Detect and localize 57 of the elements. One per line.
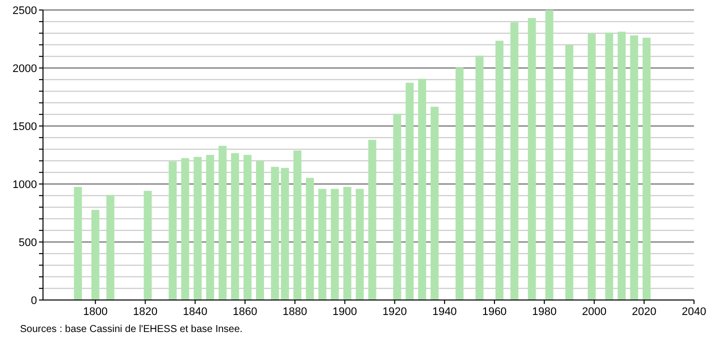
bar [244, 154, 252, 300]
x-tick-label: 1980 [532, 306, 557, 318]
bar [343, 186, 352, 300]
y-tick-label: 500 [18, 236, 37, 249]
bar [218, 146, 227, 300]
bar [106, 194, 114, 300]
bar [418, 78, 426, 300]
x-tick-label: 1880 [282, 306, 308, 318]
bar [231, 153, 240, 300]
bar [194, 156, 202, 300]
bar [630, 35, 638, 300]
bar [181, 158, 190, 300]
bar [256, 161, 264, 300]
bar [618, 32, 626, 300]
bar [588, 34, 596, 300]
bar [330, 188, 339, 300]
x-tick-label: 2000 [582, 306, 606, 318]
bar [456, 68, 464, 300]
x-tick-label: 2040 [682, 306, 706, 318]
y-tick-label: 1500 [12, 120, 37, 133]
bar [642, 38, 651, 300]
x-tick-label: 1900 [332, 306, 358, 318]
bar [270, 166, 279, 300]
bar [510, 22, 518, 300]
bar [144, 190, 152, 300]
bar [368, 140, 376, 300]
bar [293, 150, 302, 300]
bar [528, 18, 536, 300]
x-tick-label: 1960 [482, 306, 507, 318]
y-tick-label: 1000 [12, 178, 37, 191]
y-tick-label: 2000 [12, 62, 37, 75]
bar [74, 186, 82, 300]
x-tick-label: 1840 [182, 306, 208, 318]
x-tick-label: 1860 [232, 306, 258, 318]
bar [206, 154, 214, 300]
bar [605, 32, 614, 300]
bar [318, 188, 326, 300]
bar [476, 56, 484, 300]
bar [430, 106, 439, 300]
bar [91, 210, 100, 300]
bar [565, 45, 574, 300]
x-tick-label: 1800 [83, 306, 108, 318]
x-tick-label: 1940 [432, 306, 457, 318]
bar [356, 188, 364, 300]
bar [306, 178, 314, 300]
source-note: Sources : base Cassini de l'EHESS et base Insee. [20, 324, 243, 335]
bar [545, 10, 554, 300]
y-tick-label: 2500 [12, 4, 37, 17]
x-tick-label: 2020 [632, 306, 656, 318]
x-tick-label: 1820 [133, 306, 158, 318]
y-tick-label: 0 [30, 294, 37, 307]
bar [168, 161, 177, 300]
bar [280, 168, 289, 300]
bar [406, 82, 414, 300]
bar [495, 40, 504, 300]
x-tick-label: 1920 [382, 306, 407, 318]
bar [393, 114, 402, 300]
